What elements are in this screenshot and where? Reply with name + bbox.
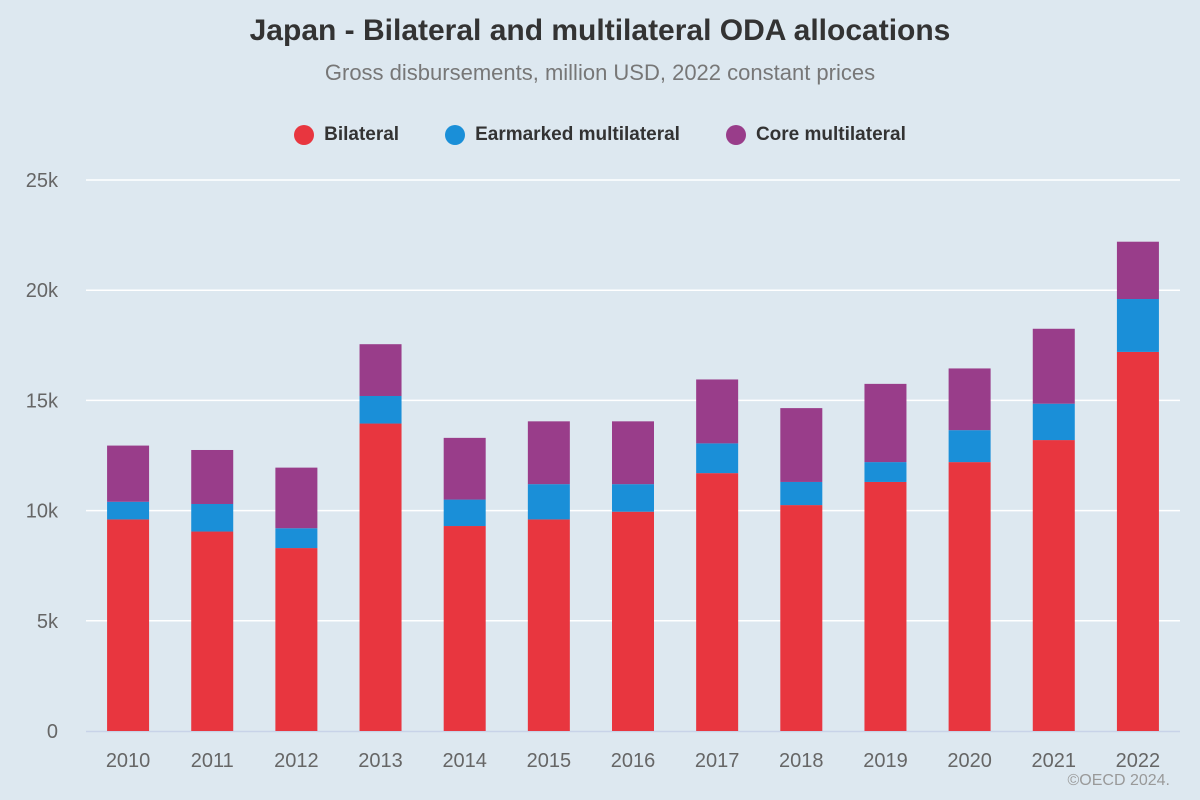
legend-item-bilateral[interactable]: Bilateral: [294, 124, 399, 146]
bar-earmarked-multilateral-2013[interactable]: [359, 395, 402, 424]
bar-bilateral-2014[interactable]: [443, 526, 486, 731]
legend-marker-core-multilateral: [725, 125, 746, 145]
bar-bilateral-2011[interactable]: [191, 531, 234, 731]
y-tick-label: 20k: [26, 280, 59, 302]
bar-earmarked-multilateral-2020[interactable]: [948, 430, 991, 463]
bar-bilateral-2013[interactable]: [359, 423, 402, 731]
bar-core-multilateral-2012[interactable]: [275, 467, 318, 529]
bar-core-multilateral-2013[interactable]: [359, 344, 402, 396]
legend-label-bilateral: Bilateral: [324, 124, 400, 145]
bar-earmarked-multilateral-2022[interactable]: [1116, 299, 1159, 352]
bar-earmarked-multilateral-2010[interactable]: [107, 501, 150, 520]
bar-bilateral-2022[interactable]: [1116, 351, 1159, 731]
bar-core-multilateral-2010[interactable]: [107, 445, 150, 502]
bar-bilateral-2018[interactable]: [780, 505, 823, 731]
bar-core-multilateral-2014[interactable]: [443, 437, 486, 500]
x-tick-label: 2021: [1032, 750, 1077, 772]
x-tick-label: 2012: [274, 750, 319, 772]
x-tick-label: 2017: [695, 750, 740, 772]
y-tick-label: 10k: [26, 501, 59, 523]
legend-item-earmarked-multilateral[interactable]: Earmarked multilateral: [445, 124, 680, 146]
bar-earmarked-multilateral-2017[interactable]: [696, 443, 739, 474]
bar-core-multilateral-2016[interactable]: [612, 421, 654, 485]
bar-core-multilateral-2018[interactable]: [780, 408, 823, 482]
chart-title: Japan - Bilateral and multilateral ODA a…: [249, 14, 951, 47]
y-tick-label: 25k: [26, 170, 59, 192]
x-tick-label: 2011: [191, 750, 234, 772]
bar-core-multilateral-2011[interactable]: [191, 449, 234, 504]
bar-core-multilateral-2019[interactable]: [864, 383, 907, 463]
y-tick-label: 5k: [37, 611, 59, 633]
bar-bilateral-2016[interactable]: [612, 511, 654, 731]
x-tick-label: 2010: [106, 750, 151, 772]
x-tick-label: 2015: [527, 750, 572, 772]
chart-legend: Bilateral Earmarked multilateral Core mu…: [0, 124, 1200, 146]
bar-bilateral-2015[interactable]: [527, 519, 570, 731]
bar-bilateral-2012[interactable]: [275, 548, 318, 731]
legend-marker-earmarked-multilateral: [445, 125, 466, 145]
credit-text: ©OECD 2024.: [1067, 772, 1171, 789]
y-tick-label: 0: [47, 721, 58, 743]
x-tick-label: 2020: [947, 750, 992, 772]
bar-bilateral-2010[interactable]: [107, 519, 150, 731]
bar-core-multilateral-2021[interactable]: [1032, 328, 1075, 404]
legend-item-core-multilateral[interactable]: Core multilateral: [725, 124, 906, 146]
x-tick-label: 2016: [611, 750, 656, 772]
chart-subtitle: Gross disbursements, million USD, 2022 c…: [324, 60, 876, 85]
bar-earmarked-multilateral-2021[interactable]: [1032, 403, 1075, 441]
bar-earmarked-multilateral-2012[interactable]: [275, 528, 318, 549]
x-tick-label: 2018: [779, 750, 824, 772]
bar-core-multilateral-2022[interactable]: [1116, 241, 1159, 300]
bar-earmarked-multilateral-2019[interactable]: [864, 462, 907, 482]
bar-bilateral-2020[interactable]: [948, 462, 991, 731]
bar-earmarked-multilateral-2018[interactable]: [780, 481, 823, 506]
bar-bilateral-2017[interactable]: [696, 473, 739, 731]
x-tick-label: 2013: [358, 750, 403, 772]
legend-label-core-multilateral: Core multilateral: [755, 124, 906, 145]
bar-core-multilateral-2015[interactable]: [527, 421, 570, 485]
bar-earmarked-multilateral-2016[interactable]: [612, 484, 654, 512]
x-tick-label: 2019: [863, 750, 908, 772]
bar-earmarked-multilateral-2011[interactable]: [191, 503, 234, 532]
x-tick-label: 2022: [1116, 750, 1161, 772]
bar-bilateral-2021[interactable]: [1032, 440, 1075, 731]
bar-earmarked-multilateral-2014[interactable]: [443, 499, 486, 527]
bar-core-multilateral-2017[interactable]: [696, 379, 739, 444]
bar-core-multilateral-2020[interactable]: [948, 368, 991, 431]
x-tick-label: 2014: [442, 750, 487, 772]
bar-bilateral-2019[interactable]: [864, 481, 907, 731]
legend-marker-bilateral: [294, 125, 315, 145]
legend-label-earmarked-multilateral: Earmarked multilateral: [475, 124, 680, 145]
y-tick-label: 15k: [26, 390, 59, 412]
bar-earmarked-multilateral-2015[interactable]: [527, 484, 570, 520]
